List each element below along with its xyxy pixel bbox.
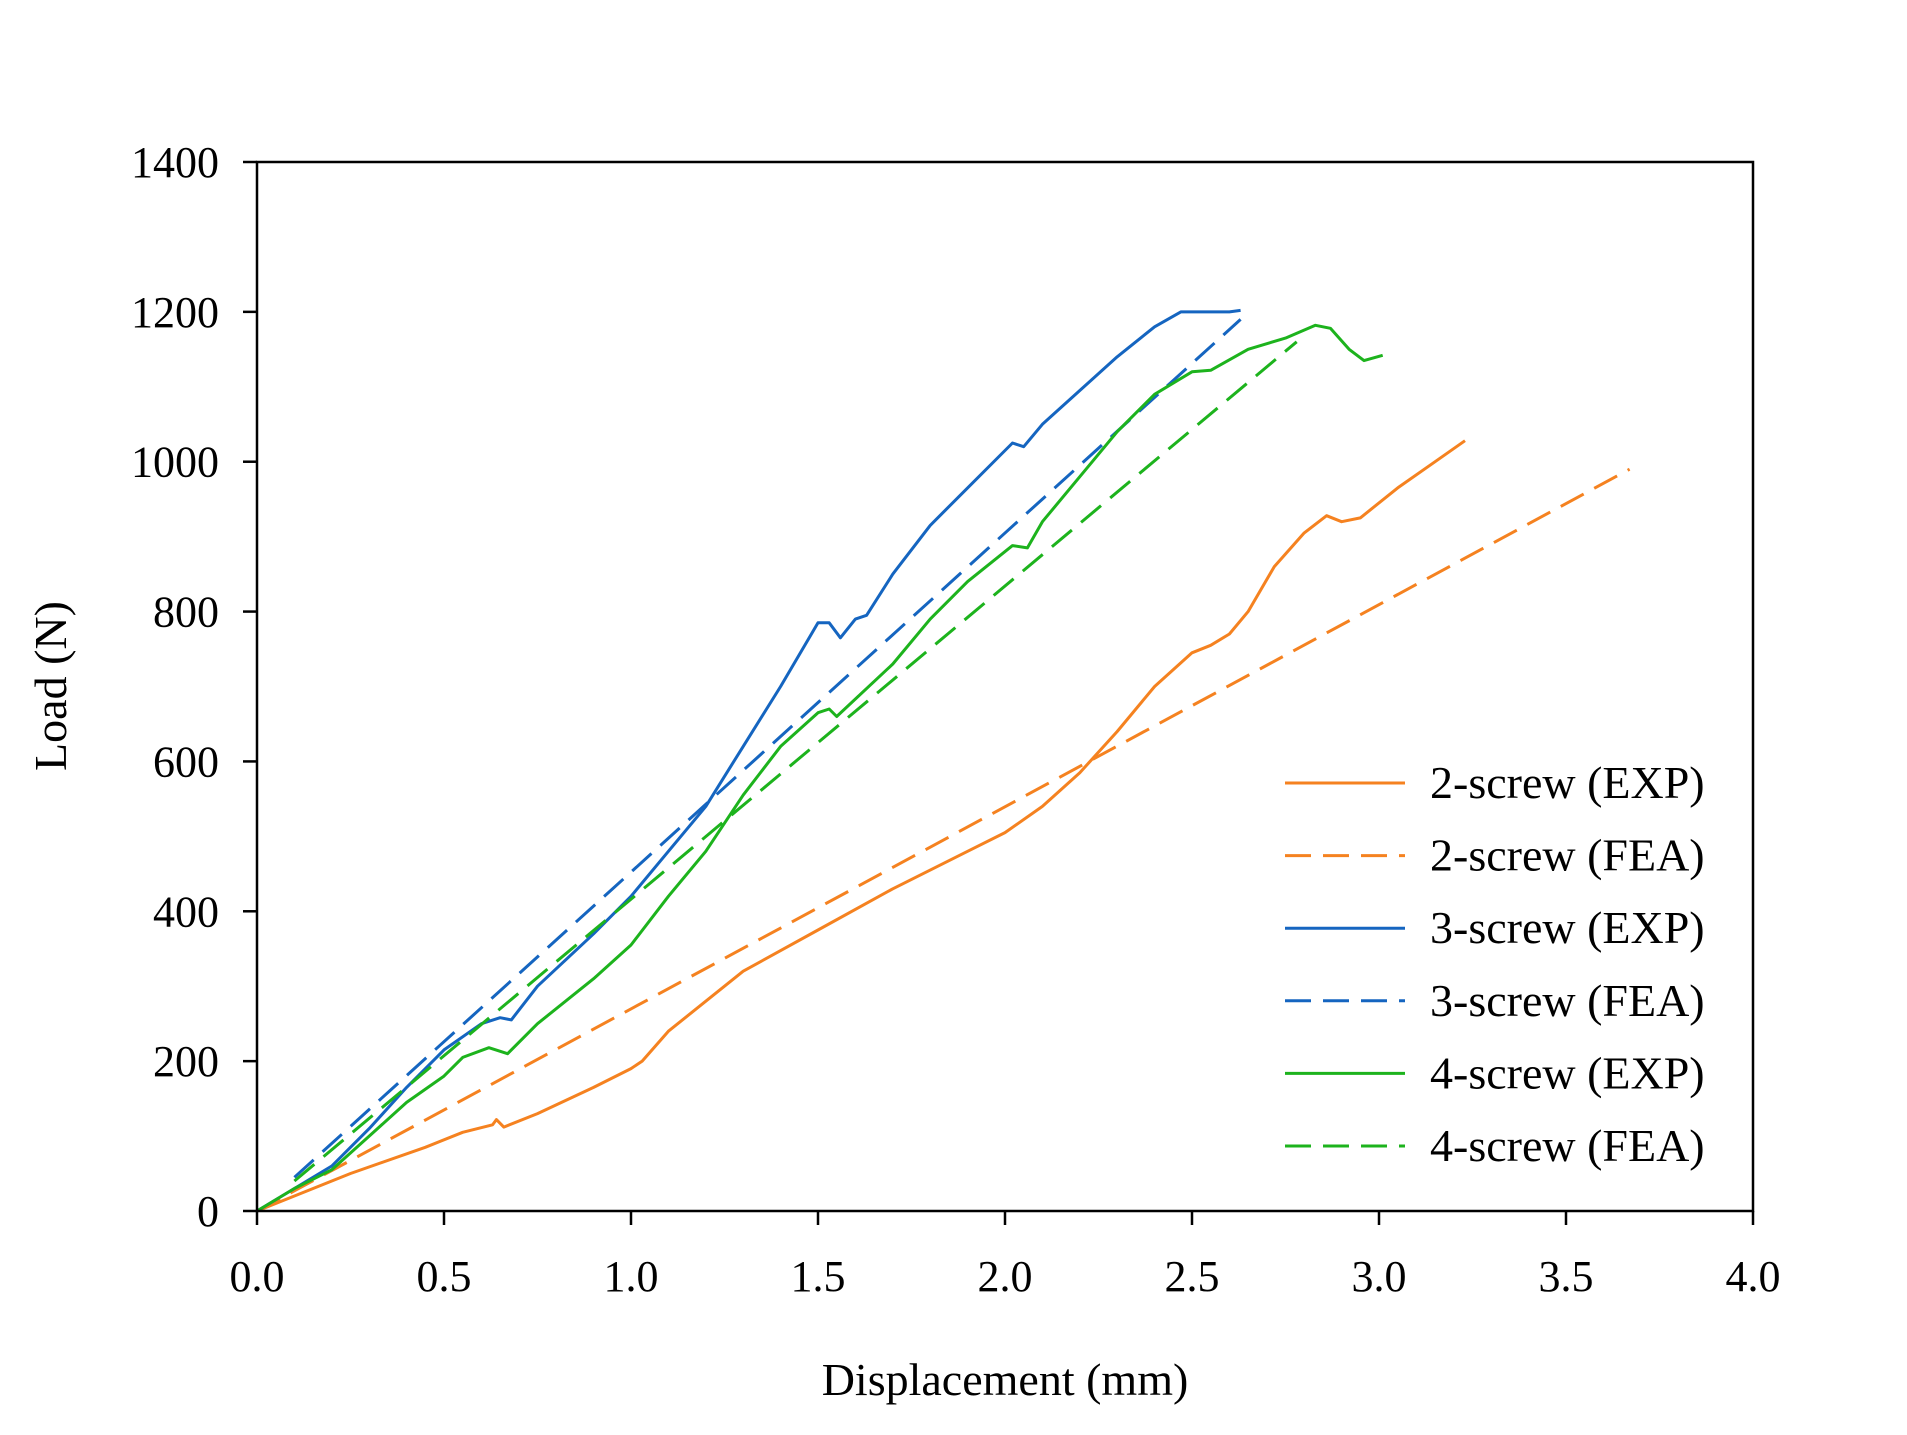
x-tick-label: 0.5	[417, 1252, 472, 1301]
legend-label-1: 2-screw (FEA)	[1430, 830, 1705, 881]
x-tick-label: 0.0	[230, 1252, 285, 1301]
legend-label-2: 3-screw (EXP)	[1430, 902, 1705, 953]
x-tick-label: 1.5	[791, 1252, 846, 1301]
x-tick-label: 4.0	[1726, 1252, 1781, 1301]
x-tick-label: 2.5	[1165, 1252, 1220, 1301]
x-axis-label: Displacement (mm)	[822, 1354, 1189, 1405]
x-tick-label: 2.0	[978, 1252, 1033, 1301]
x-tick-label: 1.0	[604, 1252, 659, 1301]
y-axis-label: Load (N)	[25, 601, 76, 771]
series-line-1	[256, 467, 1631, 1213]
legend-label-3: 3-screw (FEA)	[1430, 975, 1705, 1026]
series-line-3	[293, 318, 1242, 1179]
legend: 2-screw (EXP) 2-screw (FEA) 3-screw (EXP) 3…	[1285, 757, 1705, 1171]
series-line-5	[293, 340, 1298, 1183]
series-line-2	[256, 308, 1241, 1213]
y-tick-label: 1400	[131, 138, 219, 187]
legend-label-0: 2-screw (EXP)	[1430, 757, 1705, 808]
x-tick-label: 3.5	[1539, 1252, 1594, 1301]
series-line-0	[256, 439, 1466, 1213]
y-tick-label: 800	[153, 588, 219, 637]
y-tick-label: 1000	[131, 438, 219, 487]
y-tick-label: 200	[153, 1037, 219, 1086]
y-tick-label: 1200	[131, 288, 219, 337]
series-line-4	[256, 323, 1384, 1213]
series-layer	[256, 308, 1631, 1213]
axes: 0.0 0.5 1.0 1.5 2.0 2.5 3.0 3.5 4.0 0 200 400 600 800…	[131, 138, 1781, 1301]
y-tick-label: 600	[153, 737, 219, 786]
y-tick-label: 400	[153, 887, 219, 936]
legend-label-5: 4-screw (FEA)	[1430, 1120, 1705, 1171]
legend-label-4: 4-screw (EXP)	[1430, 1047, 1705, 1098]
y-tick-label: 0	[197, 1187, 219, 1236]
x-tick-label: 3.0	[1352, 1252, 1407, 1301]
